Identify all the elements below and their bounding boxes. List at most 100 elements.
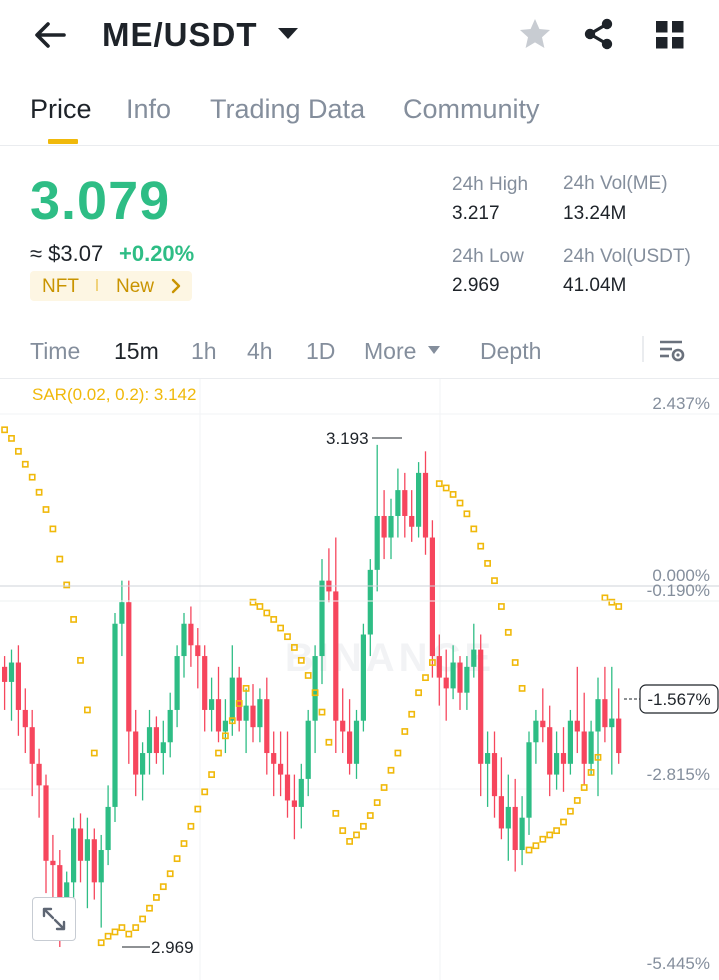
candle-body — [464, 666, 470, 693]
chart-settings-button[interactable] — [658, 338, 686, 364]
candle-body — [43, 785, 49, 861]
sar-point — [615, 603, 623, 610]
candle — [195, 628, 201, 689]
share-icon — [584, 18, 613, 50]
candle-body — [50, 860, 56, 866]
candle — [250, 684, 256, 743]
candle — [395, 468, 401, 538]
sar-point — [56, 555, 64, 563]
candle — [298, 763, 304, 829]
interval-4h[interactable]: 4h — [247, 338, 273, 364]
sar-point — [284, 633, 291, 641]
min-price-marker: 2.969 — [151, 938, 194, 957]
candle-body — [91, 839, 97, 883]
candle-body — [547, 727, 553, 775]
sar-point — [415, 689, 422, 697]
candle — [416, 462, 422, 538]
sar-point — [428, 659, 436, 666]
interval-15m[interactable]: 15m — [114, 338, 159, 364]
caret-down-icon[interactable] — [427, 345, 441, 355]
candle — [367, 559, 373, 657]
candle-body — [409, 515, 415, 527]
sar-point — [249, 598, 257, 606]
candle — [77, 813, 84, 883]
candle — [616, 688, 622, 764]
favorite-button[interactable] — [517, 16, 553, 52]
interval-more[interactable]: More — [364, 338, 417, 364]
candle — [305, 709, 311, 797]
candle — [133, 709, 139, 797]
interval-depth[interactable]: Depth — [480, 338, 542, 364]
candle — [15, 645, 21, 736]
sar-point — [401, 728, 409, 735]
price-change-percent: +0.20% — [119, 241, 195, 266]
active-tab-indicator — [48, 139, 78, 144]
interval-bar: Time 15m 1h 4h 1D More Depth — [0, 330, 719, 372]
sar-point — [553, 827, 560, 835]
candle-body — [250, 705, 256, 728]
candle — [22, 688, 28, 754]
layout-grid-button[interactable] — [654, 19, 686, 51]
candlestick-svg[interactable]: BINANCE 3.193 2.969 2.437% 0.000% -0.190… — [0, 379, 719, 980]
stat-vol-quote-label: 24h Vol(USDT) — [563, 246, 691, 267]
candle-body — [554, 753, 560, 775]
pair-selector-button[interactable] — [276, 24, 300, 44]
sar-point — [208, 771, 215, 778]
candle — [140, 742, 146, 801]
tab-info[interactable]: Info — [126, 94, 172, 124]
candle — [374, 444, 380, 592]
candle — [554, 731, 560, 790]
interval-1d[interactable]: 1D — [306, 338, 336, 364]
candle-body — [312, 656, 318, 721]
pair-title[interactable]: ME/USDT — [102, 16, 258, 53]
interval-1h[interactable]: 1h — [191, 338, 217, 364]
sar-point — [546, 831, 554, 839]
candle-body — [84, 839, 90, 861]
candle-body — [271, 753, 277, 764]
candle — [567, 709, 573, 775]
sar-point — [304, 672, 312, 679]
candle-body — [512, 806, 518, 851]
stat-vol-base-label: 24h Vol(ME) — [563, 173, 668, 194]
candle-body — [319, 580, 325, 657]
candle — [464, 656, 470, 710]
sar-point — [256, 603, 264, 610]
share-button[interactable] — [582, 17, 616, 51]
candle — [284, 731, 291, 818]
candle — [505, 774, 511, 861]
candle — [436, 634, 442, 706]
candle — [581, 692, 587, 786]
interval-time[interactable]: Time — [30, 338, 81, 364]
candle — [209, 677, 215, 732]
sar-point — [180, 840, 188, 847]
candle — [188, 606, 194, 667]
sar-point — [332, 809, 340, 817]
candle — [222, 699, 228, 754]
candle — [443, 649, 449, 721]
candle — [491, 731, 498, 818]
tab-trading-data[interactable]: Trading Data — [210, 94, 366, 124]
axis-label-bottom: -5.445% — [647, 954, 710, 973]
candle — [126, 580, 132, 764]
sar-point — [159, 883, 167, 891]
candlestick-chart[interactable]: BINANCE 3.193 2.969 2.437% 0.000% -0.190… — [0, 378, 719, 980]
sar-point — [532, 842, 540, 850]
tag-banner[interactable]: NFT New — [30, 271, 192, 301]
candle-body — [284, 774, 291, 801]
candle-body — [15, 662, 21, 710]
fullscreen-button[interactable] — [32, 897, 76, 941]
candle-body — [340, 720, 346, 732]
tab-community[interactable]: Community — [403, 94, 540, 124]
back-button[interactable] — [30, 18, 70, 52]
sar-point — [70, 616, 77, 623]
candle-body — [560, 753, 567, 764]
candle-body — [333, 591, 339, 721]
candle-body — [353, 720, 360, 764]
sar-point — [153, 894, 160, 901]
sar-point — [353, 831, 360, 839]
tab-price[interactable]: Price — [30, 94, 92, 124]
candle — [360, 623, 366, 732]
candle — [160, 720, 166, 775]
sar-indicator-legend[interactable]: SAR(0.02, 0.2): 3.142 — [32, 385, 197, 404]
caret-down-icon — [278, 28, 298, 39]
